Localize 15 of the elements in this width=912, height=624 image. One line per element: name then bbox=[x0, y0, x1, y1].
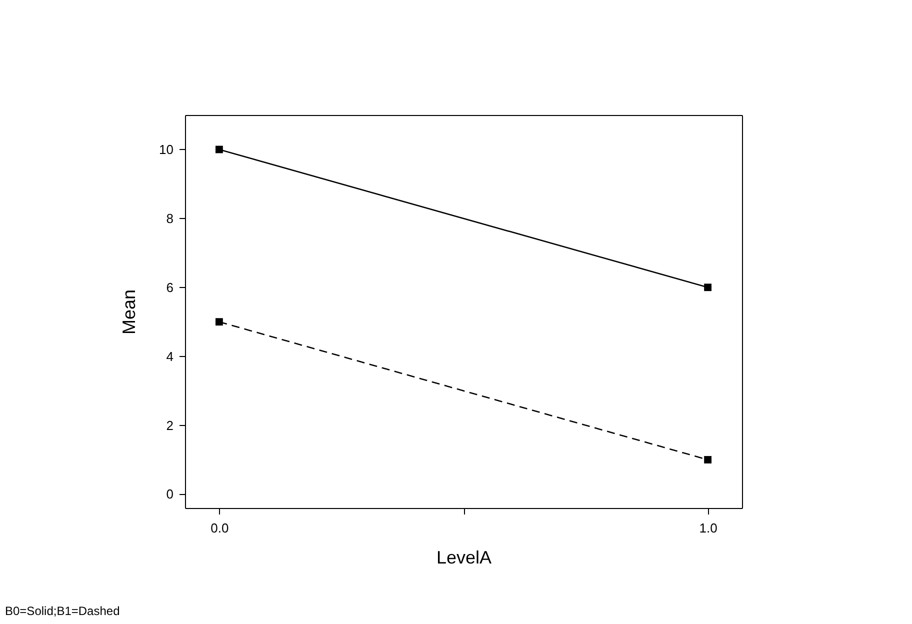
y-tick-label: 4 bbox=[166, 348, 174, 364]
y-tick-label: 8 bbox=[166, 210, 174, 226]
x-tick-label: 1.0 bbox=[699, 520, 718, 536]
point bbox=[704, 456, 712, 464]
text: B0=Solid;B1=Dashed bbox=[5, 604, 120, 618]
point bbox=[215, 146, 223, 154]
point bbox=[704, 284, 712, 292]
y-axis-title: Mean bbox=[119, 289, 140, 335]
x-axis-title: LevelA bbox=[436, 548, 492, 568]
y-tick-label: 6 bbox=[166, 280, 174, 295]
y-tick-label: 10 bbox=[159, 142, 174, 157]
y-tick-label: 2 bbox=[166, 418, 174, 433]
point bbox=[215, 318, 223, 326]
y-tick-label: 0 bbox=[166, 486, 174, 502]
x-tick-label: 0.0 bbox=[210, 520, 229, 536]
